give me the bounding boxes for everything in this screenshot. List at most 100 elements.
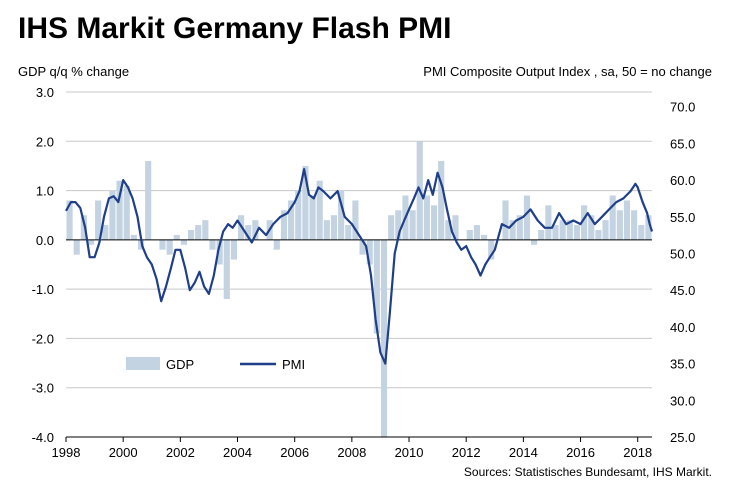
gdp-bar xyxy=(195,225,202,240)
gdp-bar xyxy=(223,239,230,299)
source-note: Sources: Statistisches Bundesamt, IHS Ma… xyxy=(464,465,712,479)
legend: GDP PMI xyxy=(126,357,305,372)
gdp-bar xyxy=(352,200,359,240)
gdp-bar xyxy=(316,180,323,240)
gdp-bar xyxy=(366,239,373,265)
gdp-bar xyxy=(631,210,638,240)
gdp-bar xyxy=(545,205,552,240)
x-tick-label: 2006 xyxy=(280,445,309,460)
right-tick-label: 55.0 xyxy=(670,210,695,225)
right-tick-label: 35.0 xyxy=(670,357,695,372)
legend-pmi-label: PMI xyxy=(282,357,305,372)
gdp-bar xyxy=(609,195,616,240)
left-tick-label: -3.0 xyxy=(32,381,54,396)
gdp-bar xyxy=(409,210,416,240)
gdp-bar xyxy=(109,190,116,240)
gdp-bar xyxy=(380,239,388,437)
gdp-bar xyxy=(273,239,280,250)
gdp-bar xyxy=(581,205,588,240)
gdp-bar xyxy=(123,185,130,240)
gdp-bar xyxy=(445,220,452,240)
gdp-bar xyxy=(395,210,402,240)
left-axis-label: GDP q/q % change xyxy=(18,64,129,79)
gdp-bar xyxy=(323,220,330,240)
gdp-bar xyxy=(473,225,480,240)
gdp-bar xyxy=(338,190,345,240)
gdp-bar xyxy=(252,220,259,240)
gdp-bar xyxy=(202,220,209,240)
gdp-bar xyxy=(87,239,95,245)
gdp-bar xyxy=(302,165,309,240)
gdp-bar xyxy=(216,239,223,265)
gdp-bar xyxy=(95,200,102,240)
gridlines xyxy=(66,91,652,438)
left-tick-label: 1.0 xyxy=(36,184,54,199)
gdp-bar xyxy=(245,225,252,240)
left-tick-label: -1.0 xyxy=(32,282,54,297)
gdp-bar xyxy=(559,220,566,240)
gdp-bar xyxy=(295,190,302,240)
gdp-bar xyxy=(588,215,595,240)
right-tick-label: 65.0 xyxy=(670,136,695,151)
x-tick-label: 2018 xyxy=(623,445,652,460)
gdp-bar xyxy=(166,239,173,255)
gdp-bar xyxy=(488,239,495,260)
gdp-bar xyxy=(116,180,123,240)
left-tick-label: 0.0 xyxy=(36,233,54,248)
gdp-bar xyxy=(173,234,180,240)
gdp-bar xyxy=(452,215,459,240)
chart-title: IHS Markit Germany Flash PMI xyxy=(18,12,451,45)
gdp-bar xyxy=(102,225,109,240)
x-tick-label: 2014 xyxy=(509,445,538,460)
gdp-bar xyxy=(330,215,338,240)
x-tick-label: 2004 xyxy=(223,445,252,460)
legend-gdp-swatch xyxy=(126,357,160,370)
gdp-bar xyxy=(430,205,438,240)
x-tick-label: 2008 xyxy=(337,445,366,460)
gdp-bar xyxy=(480,234,488,240)
gdp-bar xyxy=(616,210,623,240)
right-axis-label: PMI Composite Output Index , sa, 50 = no… xyxy=(423,64,712,79)
gdp-bar xyxy=(309,195,316,240)
gdp-bar xyxy=(531,239,538,245)
x-tick-label: 2012 xyxy=(452,445,481,460)
legend-gdp-label: GDP xyxy=(166,357,194,372)
right-tick-label: 45.0 xyxy=(670,283,695,298)
gdp-bar xyxy=(438,161,445,240)
gdp-bar xyxy=(359,239,366,255)
right-tick-label: 30.0 xyxy=(670,393,695,408)
gdp-bar xyxy=(516,215,523,240)
x-tick-label: 2002 xyxy=(166,445,195,460)
gdp-bar xyxy=(209,239,216,250)
gdp-bar xyxy=(180,239,187,245)
gdp-bar xyxy=(523,195,531,240)
gdp-bar xyxy=(80,215,87,240)
gdp-bar xyxy=(159,239,166,250)
x-tick-label: 2000 xyxy=(109,445,138,460)
gdp-bar xyxy=(602,220,609,240)
x-tick-label: 1998 xyxy=(52,445,81,460)
gdp-bar xyxy=(130,234,137,240)
gdp-bar xyxy=(423,195,430,240)
gdp-bar xyxy=(187,230,195,240)
gdp-bar xyxy=(345,225,352,240)
gdp-bar xyxy=(623,200,631,240)
right-tick-label: 60.0 xyxy=(670,173,695,188)
gdp-bar xyxy=(573,225,581,240)
gdp-bar xyxy=(288,200,295,240)
gdp-bar xyxy=(373,239,380,334)
gdp-bar xyxy=(638,225,645,240)
gdp-bar xyxy=(145,161,152,240)
right-tick-label: 40.0 xyxy=(670,320,695,335)
gdp-bar xyxy=(645,215,652,240)
gdp-bar xyxy=(280,210,288,240)
pmi-line xyxy=(65,168,654,365)
x-tick-label: 2010 xyxy=(395,445,424,460)
left-tick-label: 2.0 xyxy=(36,134,54,149)
left-tick-label: 3.0 xyxy=(36,85,54,100)
right-tick-label: 70.0 xyxy=(670,100,695,115)
right-tick-label: 50.0 xyxy=(670,246,695,261)
gdp-bar xyxy=(466,230,473,240)
